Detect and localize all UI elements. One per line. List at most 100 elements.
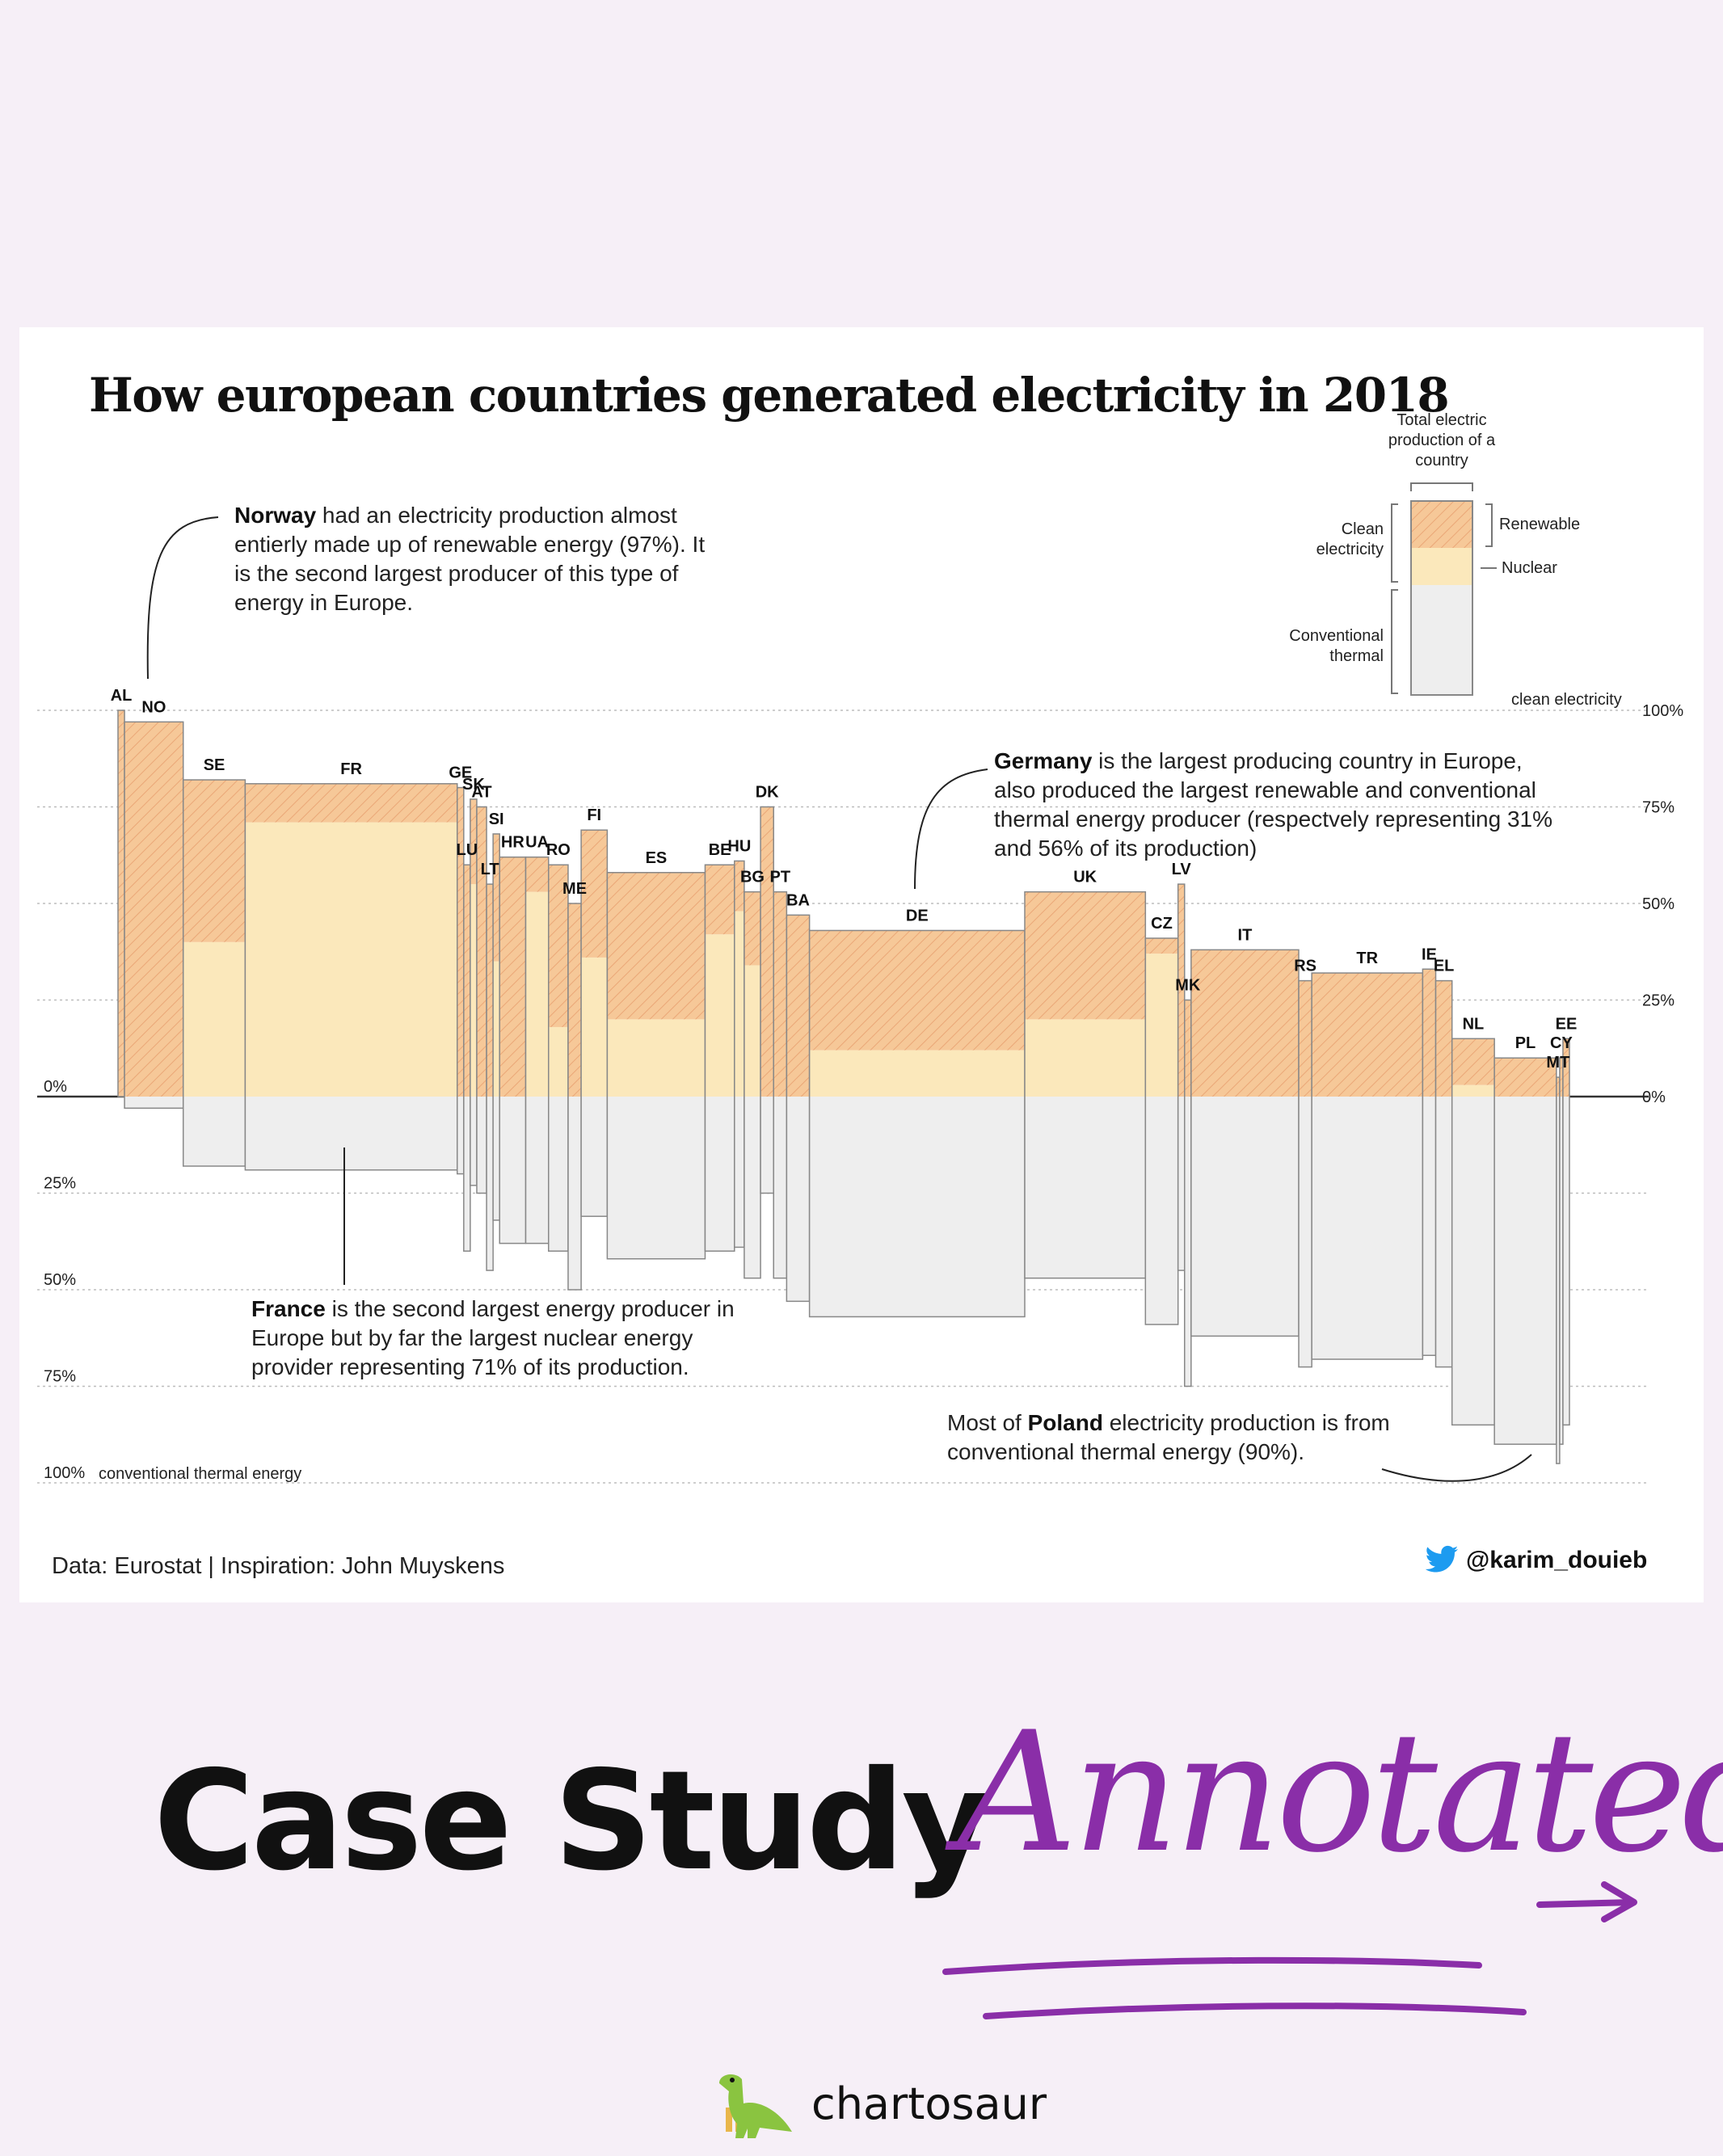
legend-outline bbox=[1410, 500, 1473, 696]
bar-AL bbox=[117, 710, 125, 1097]
label-SE: SE bbox=[204, 756, 225, 774]
bar-UK-nuclear bbox=[1024, 1019, 1146, 1097]
bar-EL-thermal bbox=[1435, 1097, 1452, 1367]
bar-LV-thermal bbox=[1177, 1097, 1185, 1271]
dinosaur-logo-icon bbox=[719, 2074, 792, 2138]
norway-name: Norway bbox=[234, 503, 317, 528]
bar-CZ-thermal bbox=[1145, 1097, 1178, 1325]
bar-BA-renewable bbox=[786, 915, 810, 1097]
label-SI: SI bbox=[489, 811, 504, 828]
bar-BA-thermal bbox=[786, 1097, 810, 1302]
legend-nuclear-swatch bbox=[1411, 548, 1472, 585]
germany-annotation: Germany is the largest producing country… bbox=[994, 747, 1560, 863]
label-BG: BG bbox=[740, 869, 765, 886]
bar-LV bbox=[1177, 883, 1186, 1271]
label-TR: TR bbox=[1356, 950, 1378, 967]
bar-NL-renewable bbox=[1451, 1038, 1495, 1085]
bar-HR-renewable bbox=[499, 857, 526, 1097]
bar-DE-renewable bbox=[809, 930, 1025, 1051]
legend-graphic bbox=[1391, 482, 1497, 696]
germany-text: is the largest producing country in Euro… bbox=[994, 748, 1553, 861]
bars bbox=[117, 710, 1570, 1464]
right-tick-25: 25% bbox=[1642, 992, 1675, 1010]
poland-leader bbox=[1381, 1454, 1532, 1482]
bar-SE bbox=[182, 779, 246, 1167]
label-HR: HR bbox=[501, 834, 524, 852]
underline-stroke-1 bbox=[942, 1956, 1482, 1975]
bar-DK-thermal bbox=[760, 1097, 774, 1194]
bar-UA bbox=[524, 856, 550, 1244]
poland-text: electricity production is from conventio… bbox=[947, 1410, 1390, 1464]
bar-UA-renewable bbox=[525, 857, 549, 892]
bar-SK-thermal bbox=[470, 1097, 477, 1185]
bar-AT-renewable bbox=[476, 806, 487, 1097]
bar-FI-nuclear bbox=[581, 957, 608, 1097]
right-tick-0: 0% bbox=[1642, 1089, 1666, 1106]
bar-UK-renewable bbox=[1024, 891, 1146, 1020]
top-axis-caption: clean electricity bbox=[1511, 691, 1622, 709]
bar-LT-thermal bbox=[487, 1097, 494, 1271]
bar-AL-renewable bbox=[118, 710, 125, 1097]
label-CZ: CZ bbox=[1151, 915, 1173, 933]
bar-PL bbox=[1493, 1057, 1557, 1445]
label-EL: EL bbox=[1434, 958, 1455, 975]
bar-MT-thermal bbox=[1556, 1097, 1560, 1464]
bar-BG bbox=[744, 891, 761, 1279]
bar-SI bbox=[492, 833, 500, 1221]
label-MT: MT bbox=[1546, 1054, 1569, 1072]
poland-name: Poland bbox=[1027, 1410, 1103, 1435]
bar-IE-thermal bbox=[1422, 1097, 1436, 1356]
bar-FR bbox=[244, 783, 458, 1171]
bar-CZ-renewable bbox=[1145, 938, 1178, 954]
germany-leader bbox=[914, 768, 988, 890]
left-tick-50: 50% bbox=[44, 1271, 76, 1289]
label-HU: HU bbox=[727, 837, 751, 855]
germany-name: Germany bbox=[994, 748, 1093, 773]
label-UK: UK bbox=[1073, 869, 1097, 886]
left-tick-0: 0% bbox=[44, 1078, 67, 1096]
bar-HU bbox=[734, 860, 745, 1249]
legend-thermal-bracket bbox=[1391, 589, 1398, 694]
bar-RO-thermal bbox=[548, 1097, 568, 1252]
data-source: Data: Eurostat | Inspiration: John Muysk… bbox=[52, 1553, 505, 1579]
label-FR: FR bbox=[340, 760, 362, 778]
bar-EL bbox=[1434, 979, 1453, 1368]
bar-LT bbox=[486, 883, 494, 1271]
twitter-handle[interactable]: @karim_douieb bbox=[1424, 1545, 1647, 1576]
annotated-text: Annotated bbox=[958, 1697, 1723, 1889]
bar-FI-thermal bbox=[581, 1097, 608, 1217]
bar-EE-outline bbox=[1562, 1038, 1570, 1426]
bar-ES-renewable bbox=[607, 872, 706, 1020]
bar-RO-renewable bbox=[548, 865, 568, 1027]
label-RO: RO bbox=[546, 841, 571, 859]
bar-DK bbox=[760, 806, 774, 1194]
france-text: is the second largest energy producer in… bbox=[251, 1296, 735, 1379]
label-ES: ES bbox=[646, 849, 668, 867]
bar-UK bbox=[1024, 891, 1147, 1279]
bar-BE-nuclear bbox=[705, 934, 735, 1097]
bar-RO-nuclear bbox=[548, 1026, 568, 1097]
label-DK: DK bbox=[756, 784, 779, 802]
label-NO: NO bbox=[141, 698, 166, 716]
legend-total-label: Total electric production of a country bbox=[1388, 411, 1496, 470]
bar-ME-renewable bbox=[567, 903, 582, 1097]
label-LV: LV bbox=[1172, 861, 1192, 878]
label-RS: RS bbox=[1294, 958, 1316, 975]
norway-leader bbox=[146, 516, 219, 680]
bar-NO-thermal bbox=[124, 1097, 183, 1109]
bar-IT-renewable bbox=[1190, 950, 1300, 1097]
bar-PL-renewable bbox=[1494, 1058, 1557, 1097]
legend-renewable-bracket bbox=[1485, 503, 1493, 547]
label-PL: PL bbox=[1515, 1034, 1536, 1052]
bar-MK-thermal bbox=[1184, 1097, 1191, 1387]
label-UA: UA bbox=[525, 834, 549, 852]
bar-LU bbox=[463, 864, 471, 1252]
arrow-icon bbox=[1536, 1881, 1637, 1922]
norway-annotation: Norway had an electricity production alm… bbox=[234, 501, 719, 617]
right-tick-75: 75% bbox=[1642, 799, 1675, 817]
bar-HU-nuclear bbox=[734, 911, 744, 1097]
bar-FR-thermal bbox=[245, 1097, 457, 1170]
bar-IE-renewable bbox=[1422, 969, 1436, 1097]
